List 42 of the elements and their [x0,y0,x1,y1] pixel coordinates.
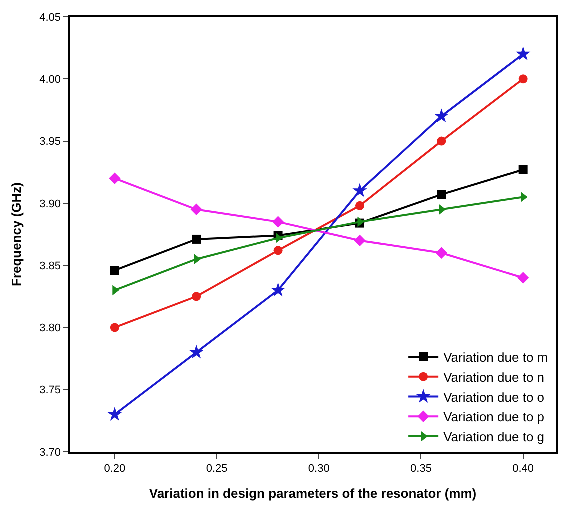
legend-label: Variation due to n [444,370,545,385]
legend-label: Variation due to m [444,350,548,366]
x-tick-label: 0.30 [308,462,330,475]
y-axis-title: Frequency (GHz) [9,182,24,287]
y-tick-label: 3.80 [40,322,62,335]
point [354,234,366,247]
x-tick-label: 0.35 [410,462,432,475]
point [518,165,528,174]
y-tick-label: 3.95 [40,136,62,148]
point [270,282,286,297]
point [274,246,283,256]
point [110,323,120,332]
legend-label: Variation due to p [444,410,545,425]
y-tick-label: 4.05 [40,12,62,24]
point [437,136,446,146]
point [189,344,204,359]
x-tick-label: 0.25 [206,462,228,475]
point [355,201,364,210]
point [518,74,528,84]
point [434,108,449,123]
y-tick-label: 3.70 [40,446,62,459]
point [110,266,120,276]
y-tick-label: 3.90 [40,198,62,210]
point [517,272,530,284]
point [109,172,121,184]
y-tick-label: 4.00 [40,74,62,86]
x-axis-title: Variation in design parameters of the resonator (mm) [149,486,477,502]
legend-label: Variation due to g [444,430,545,445]
point [190,204,202,216]
point [516,46,531,61]
point [437,190,446,200]
y-tick-label: 3.75 [40,384,62,397]
x-tick-label: 0.20 [104,462,126,475]
x-tick-label: 0.40 [512,462,534,475]
y-tick-label: 3.85 [40,260,62,272]
point [352,183,368,198]
point [436,247,448,259]
legend-label: Variation due to o [444,390,545,405]
point [192,234,202,244]
point [272,216,284,228]
point [192,292,202,302]
point [108,407,122,421]
